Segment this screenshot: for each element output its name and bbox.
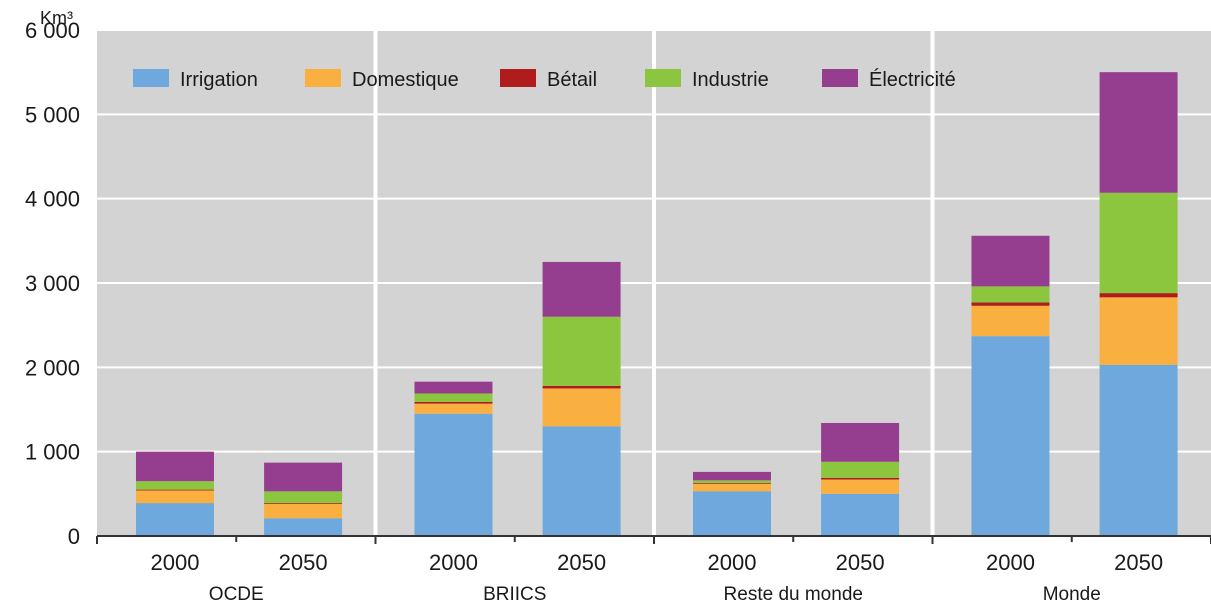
- bar-segment: [414, 413, 493, 536]
- legend-swatch: [305, 69, 341, 87]
- y-axis-unit-label: Km³: [40, 8, 73, 28]
- bar-segment: [1099, 364, 1178, 536]
- bar-segment: [821, 477, 900, 480]
- x-axis-tick-labels: 2000 2050 2000 2050 2000 2050 2000 2050: [151, 550, 1164, 575]
- bar-segment: [971, 302, 1050, 306]
- bar-segment: [135, 503, 214, 536]
- legend-swatch: [133, 69, 169, 87]
- bar-segment: [821, 461, 900, 478]
- x-tick-label: 2050: [836, 550, 885, 575]
- bar-segment: [264, 462, 343, 492]
- y-tick-label: 4 000: [25, 187, 80, 212]
- bar-segment: [692, 483, 771, 492]
- legend-label: Irrigation: [180, 69, 258, 91]
- y-tick-label: 6 000: [25, 18, 80, 43]
- bar-segment: [1099, 293, 1178, 298]
- x-tick-label: 2050: [279, 550, 328, 575]
- bar-segment: [971, 305, 1050, 337]
- bar-segment: [821, 479, 900, 494]
- group-label: Monde: [1043, 584, 1101, 605]
- legend: Irrigation Domestique Bétail Industrie Élect…: [133, 68, 956, 91]
- x-axis: [96, 535, 1211, 544]
- bar-segment: [542, 388, 621, 427]
- bar-segment: [135, 489, 214, 491]
- bar-segment: [542, 316, 621, 386]
- y-tick-label: 5 000: [25, 102, 80, 127]
- bar-segment: [414, 401, 493, 404]
- bars: [135, 72, 1178, 536]
- bar-segment: [135, 481, 214, 490]
- legend-swatch: [645, 69, 681, 87]
- legend-swatch: [822, 69, 858, 87]
- bar-segment: [971, 286, 1050, 303]
- group-labels: OCDE BRIICS Reste du monde Monde: [209, 584, 1101, 605]
- group-separators: [373, 31, 935, 536]
- y-tick-label: 2 000: [25, 355, 80, 380]
- bar-segment: [1099, 72, 1178, 193]
- bar-segment: [414, 403, 493, 414]
- bar-segment: [414, 393, 493, 402]
- bar-segment: [971, 235, 1050, 287]
- bar-segment: [692, 471, 771, 481]
- bar-segment: [1099, 297, 1178, 365]
- bar-segment: [542, 261, 621, 317]
- bar-segment: [135, 490, 214, 504]
- bar-segment: [821, 422, 900, 462]
- bar-segment: [971, 336, 1050, 536]
- bar-segment: [692, 482, 771, 484]
- x-tick-label: 2000: [429, 550, 478, 575]
- legend-label: Bétail: [547, 69, 597, 91]
- bar-segment: [821, 493, 900, 536]
- legend-label: Électricité: [869, 68, 956, 91]
- group-label: OCDE: [209, 584, 264, 605]
- bar-segment: [414, 381, 493, 394]
- bar-segment: [542, 426, 621, 536]
- bar-segment: [542, 385, 621, 389]
- bar-segment: [264, 518, 343, 536]
- legend-label: Industrie: [692, 69, 769, 91]
- x-tick-label: 2000: [708, 550, 757, 575]
- bar-segment: [264, 503, 343, 519]
- legend-swatch: [500, 69, 536, 87]
- group-label: BRIICS: [483, 584, 546, 605]
- bar-segment: [264, 503, 343, 504]
- x-tick-label: 2000: [986, 550, 1035, 575]
- bar-segment: [692, 491, 771, 536]
- y-tick-label: 1 000: [25, 440, 80, 465]
- legend-label: Domestique: [352, 69, 459, 91]
- bar-segment: [692, 480, 771, 483]
- x-tick-label: 2050: [557, 550, 606, 575]
- y-tick-label: 3 000: [25, 271, 80, 296]
- y-axis-tick-labels: 0 1 000 2 000 3 000 4 000 5 000 6 000: [25, 18, 80, 549]
- bar-segment: [1099, 192, 1178, 294]
- y-tick-label: 0: [68, 524, 80, 549]
- group-label: Reste du monde: [724, 584, 863, 605]
- bar-segment: [264, 491, 343, 504]
- x-tick-label: 2050: [1114, 550, 1163, 575]
- x-tick-label: 2000: [151, 550, 200, 575]
- bar-segment: [135, 451, 214, 482]
